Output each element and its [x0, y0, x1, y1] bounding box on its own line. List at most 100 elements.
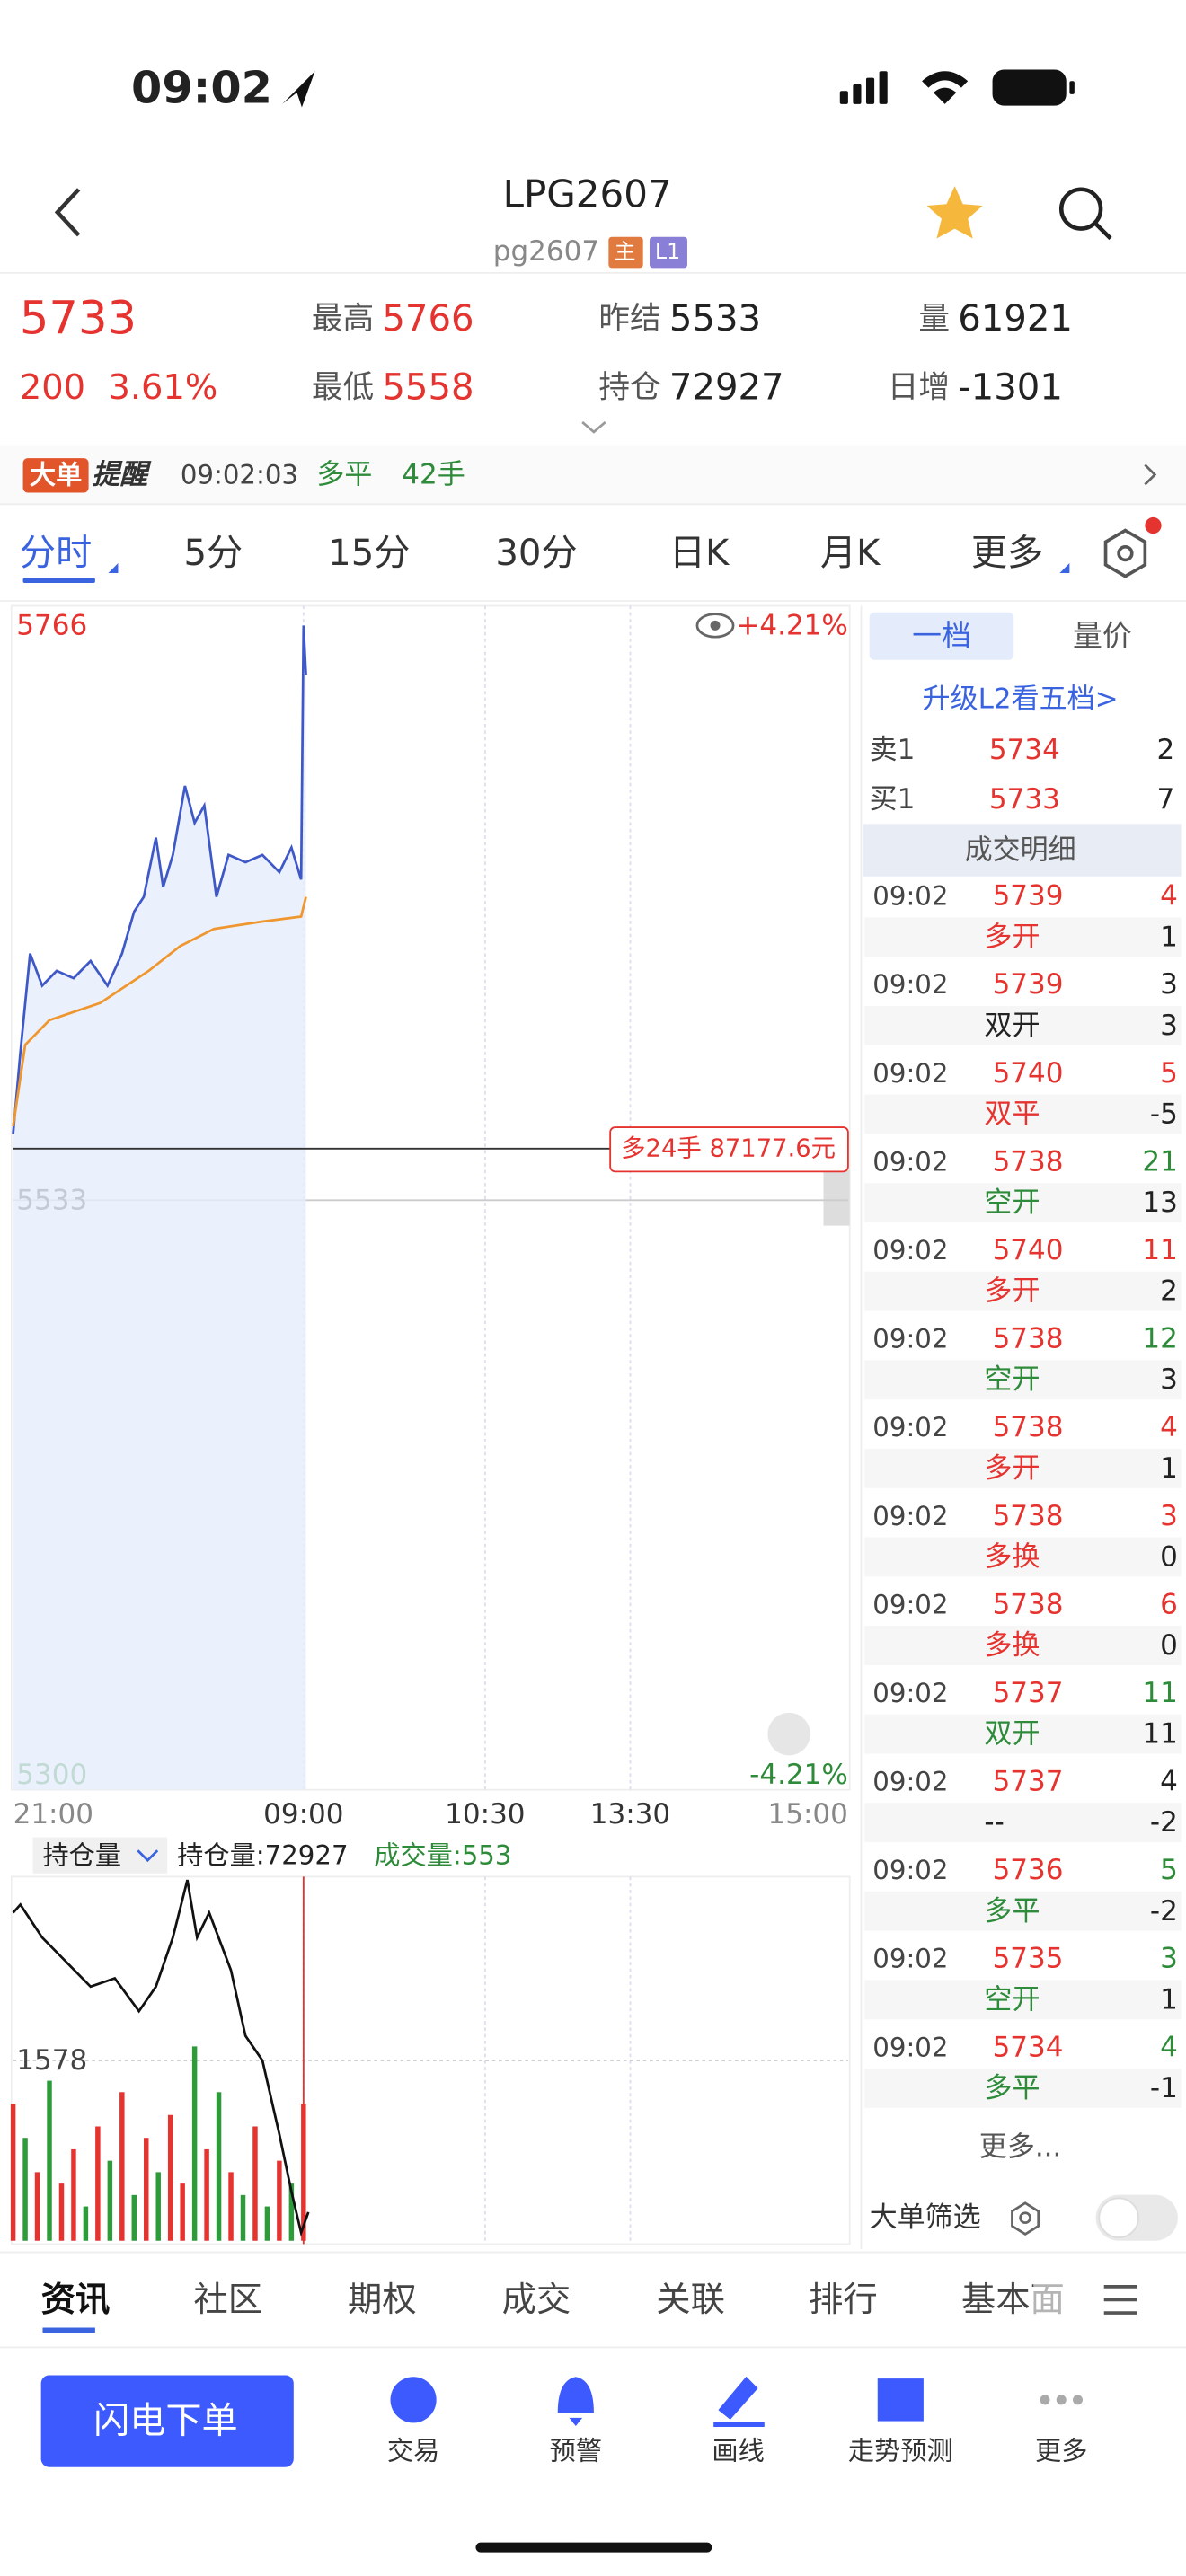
side-tab[interactable]: 一档: [912, 618, 971, 653]
draw-icon: [713, 2376, 765, 2427]
field-value: 72927: [669, 367, 784, 409]
x-tick-label: 09:00: [263, 1798, 343, 1831]
trade-price: 5738: [993, 1500, 1064, 1532]
row-bg: [864, 1803, 1182, 1843]
badge-bg: [608, 236, 643, 269]
field-label: 最高: [312, 301, 374, 337]
badge-bg: [649, 236, 687, 269]
side-tab[interactable]: 量价: [1073, 618, 1132, 653]
trade-time: 09:02: [872, 2032, 948, 2062]
period-tab[interactable]: 分时: [20, 533, 92, 574]
volume-bar: [264, 2206, 270, 2241]
field-label: 持仓: [598, 370, 660, 406]
menu-button[interactable]: [1103, 2285, 1137, 2315]
trade-change: 11: [1142, 1718, 1177, 1751]
book-qty: 2: [1156, 734, 1174, 766]
trade-change: 1: [1160, 921, 1178, 953]
price-line: [12, 625, 307, 1134]
trade-time: 09:02: [872, 1501, 948, 1531]
trade-change: -2: [1150, 1806, 1178, 1839]
alert-row-bg[interactable]: [0, 445, 1186, 505]
filter-settings[interactable]: [1011, 2201, 1040, 2236]
period-tab[interactable]: 15分: [328, 533, 410, 574]
nav-item[interactable]: 更多: [1035, 2435, 1087, 2466]
volume-bar: [83, 2206, 89, 2241]
period-tab[interactable]: 更多: [971, 533, 1043, 574]
field-label: 量: [918, 301, 950, 337]
volume-bar: [180, 2183, 185, 2241]
trade-time: 09:02: [872, 1944, 948, 1974]
row-bg: [864, 1360, 1182, 1400]
period-tab[interactable]: 日K: [669, 533, 730, 574]
selector[interactable]: 持仓量: [42, 1840, 121, 1871]
fullscreen-button[interactable]: [767, 1712, 810, 1756]
expand-icon[interactable]: [581, 420, 606, 434]
battery-icon: [992, 69, 1067, 106]
change: 200: [20, 367, 85, 408]
marker-box: [609, 1126, 849, 1173]
trade-price: 5737: [993, 1766, 1064, 1798]
nav-item[interactable]: 预警: [550, 2435, 602, 2466]
nav-item[interactable]: 画线: [712, 2435, 764, 2466]
row-bg: [864, 1448, 1182, 1488]
order-button-bg[interactable]: [40, 2375, 294, 2467]
eye-outline: [695, 613, 735, 639]
search-button[interactable]: [1058, 187, 1112, 241]
search-icon: [1058, 187, 1103, 231]
home-indicator: [475, 2542, 712, 2553]
trade-qty: 3: [1160, 1500, 1178, 1532]
settings-button[interactable]: [1103, 516, 1162, 578]
upgrade-link[interactable]: 升级L2看五档>: [923, 684, 1119, 716]
vol-label: 成交量:553: [374, 1840, 511, 1871]
trade-change: 3: [1160, 1010, 1178, 1042]
bottom-tab[interactable]: 成交: [502, 2280, 571, 2320]
tab-underline: [22, 578, 95, 583]
trade-type: 空开: [984, 1187, 1040, 1219]
trade-qty: 21: [1142, 1145, 1177, 1178]
x-tick-label: 21:00: [13, 1798, 93, 1831]
status-icons: [282, 69, 1075, 108]
bottom-tab[interactable]: 资讯: [41, 2280, 111, 2320]
bottom-tab[interactable]: 排行: [809, 2280, 878, 2320]
trade-type: 多平: [984, 1895, 1040, 1928]
period-tab[interactable]: 30分: [495, 533, 577, 574]
trade-qty: 4: [1160, 2031, 1178, 2063]
period-tab[interactable]: 5分: [183, 533, 243, 574]
notification-dot: [1145, 516, 1162, 534]
row-bg: [864, 1980, 1182, 2020]
more-icon: [1040, 2395, 1050, 2405]
selector-bg[interactable]: [32, 1837, 168, 1874]
filter-toggle[interactable]: [1095, 2194, 1178, 2241]
more-link[interactable]: 更多...: [979, 2131, 1062, 2164]
oi-line: [12, 1879, 310, 2237]
tab-underline: [42, 2327, 95, 2333]
nav-item[interactable]: 交易: [387, 2435, 439, 2466]
field-label: 最低: [312, 370, 374, 406]
trade-qty: 4: [1160, 1766, 1178, 1798]
trade-time: 09:02: [872, 1589, 948, 1619]
badge: L1: [655, 239, 680, 264]
row-bg: [864, 1537, 1182, 1577]
drawer-handle[interactable]: [823, 1169, 850, 1226]
period-tab[interactable]: 月K: [820, 533, 881, 574]
volume-bar: [191, 2046, 198, 2241]
trade-change: 0: [1160, 1629, 1178, 1662]
tab-arrow: [108, 563, 119, 573]
row-bg: [864, 1626, 1182, 1665]
nav-item[interactable]: 走势预测: [848, 2435, 953, 2466]
signal-bar: [879, 71, 888, 104]
bottom-tab[interactable]: 社区: [193, 2280, 262, 2320]
bottom-tab[interactable]: 关联: [656, 2280, 725, 2320]
volume-bar: [95, 2126, 101, 2241]
favorite-star[interactable]: [926, 186, 983, 239]
trade-price: 5739: [993, 880, 1064, 913]
volume-bar: [167, 2114, 173, 2241]
back-button[interactable]: [54, 188, 81, 237]
bottom-tab[interactable]: 期权: [348, 2280, 417, 2320]
volume-bar: [252, 2126, 258, 2241]
order-button[interactable]: 闪电下单: [93, 2401, 238, 2442]
trade-time: 09:02: [872, 881, 948, 912]
trade-type: 空开: [984, 1983, 1040, 2016]
fade: [1033, 2273, 1083, 2326]
